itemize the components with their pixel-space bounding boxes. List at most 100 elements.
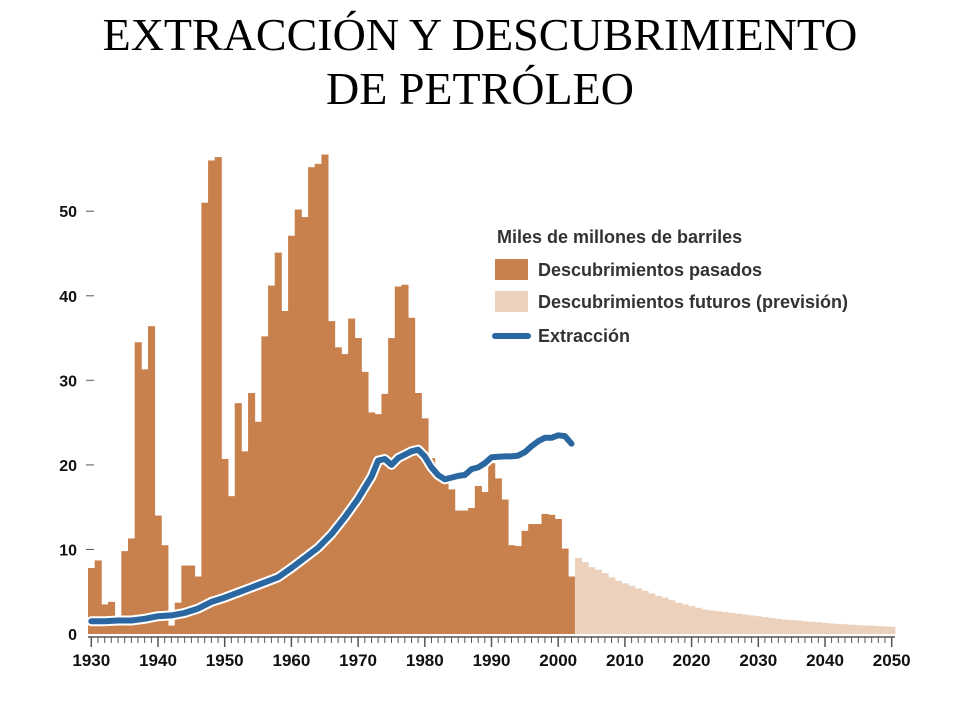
bar-past-1981 — [428, 458, 436, 634]
legend-label-extraction: Extracción — [538, 326, 630, 346]
bar-past-1984 — [448, 489, 456, 634]
bar-past-1950 — [221, 458, 229, 634]
bar-past-1979 — [414, 393, 422, 634]
bar-past-1996 — [528, 524, 536, 634]
bar-past-1955 — [254, 421, 262, 634]
bar-future-2019 — [681, 604, 689, 634]
bar-future-2026 — [728, 612, 736, 634]
y-tick-label-0: 0 — [68, 627, 77, 644]
bar-past-1998 — [541, 513, 549, 634]
bar-future-2050 — [888, 626, 896, 634]
bar-future-2018 — [674, 602, 682, 634]
page-title-line1: EXTRACCIÓN Y DESCUBRIMIENTO — [102, 9, 858, 60]
bar-past-1987 — [468, 508, 476, 634]
x-tick-label-1940: 1940 — [139, 651, 177, 670]
bar-future-2020 — [688, 606, 696, 634]
bar-past-1989 — [481, 491, 489, 634]
bar-past-1974 — [381, 393, 389, 634]
bar-future-2030 — [754, 616, 763, 634]
bar-past-1954 — [248, 393, 256, 634]
bar-future-2004 — [581, 562, 589, 634]
bar-future-2007 — [601, 573, 609, 634]
bar-past-1959 — [281, 310, 289, 634]
bar-past-1985 — [454, 510, 462, 634]
bar-future-2033 — [774, 618, 783, 634]
bar-past-1935 — [121, 551, 129, 634]
bar-future-2008 — [608, 577, 616, 634]
bar-past-1966 — [328, 321, 336, 634]
x-tick-label-1990: 1990 — [473, 651, 511, 670]
bar-future-2028 — [741, 614, 749, 634]
x-tick-label-1950: 1950 — [206, 651, 244, 670]
bar-future-2027 — [734, 613, 742, 634]
bar-past-1986 — [461, 510, 469, 634]
bar-past-1973 — [374, 414, 382, 634]
legend-swatch-future — [495, 291, 528, 312]
bar-future-2013 — [641, 590, 649, 634]
bar-future-2036 — [794, 620, 803, 634]
bar-past-1957 — [268, 285, 276, 634]
bar-future-2032 — [768, 617, 776, 634]
x-tick-label-1980: 1980 — [406, 651, 444, 670]
bar-future-2031 — [761, 617, 769, 634]
bar-future-2048 — [874, 625, 883, 634]
bar-past-1983 — [441, 480, 449, 634]
x-tick-label-2050: 2050 — [873, 651, 911, 670]
bar-past-1995 — [521, 530, 529, 634]
legend-label-future: Descubrimientos futuros (previsión) — [538, 292, 848, 312]
bar-future-2038 — [808, 621, 816, 634]
bar-past-1970 — [354, 338, 362, 634]
bar-future-2037 — [801, 621, 809, 634]
bar-future-2040 — [821, 623, 829, 634]
bar-future-2010 — [621, 583, 629, 634]
bars-future-discoveries — [574, 557, 896, 634]
legend-heading: Miles de millones de barriles — [497, 227, 742, 247]
bar-future-2035 — [788, 620, 796, 634]
bar-past-1988 — [474, 486, 482, 634]
extraction-line — [88, 432, 575, 625]
y-tick-label-50: 50 — [59, 204, 77, 221]
bar-past-1962 — [301, 217, 309, 635]
bar-past-1941 — [161, 545, 169, 634]
bar-past-1963 — [308, 167, 316, 634]
x-tick-label-1930: 1930 — [72, 651, 110, 670]
y-tick-label-10: 10 — [59, 542, 77, 559]
legend: Miles de millones de barriles Descubrimi… — [492, 227, 848, 346]
legend-label-past: Descubrimientos pasados — [538, 260, 762, 280]
bar-past-1978 — [408, 317, 416, 634]
extraction-line-layer — [86, 430, 577, 627]
x-tick-label-2030: 2030 — [739, 651, 777, 670]
x-axis: 1930 1940 1950 1960 1970 1980 1990 2000 2010 2020… — [72, 636, 911, 670]
bar-future-2025 — [721, 612, 729, 634]
bar-past-1930 — [88, 568, 96, 634]
bar-past-1952 — [234, 403, 242, 634]
bar-future-2029 — [748, 615, 756, 634]
bar-future-2003 — [574, 557, 582, 634]
bar-past-1990 — [488, 463, 496, 634]
bar-future-2039 — [814, 622, 823, 634]
bar-past-1945 — [188, 565, 196, 634]
x-tick-label-2020: 2020 — [673, 651, 711, 670]
bar-past-1937 — [134, 342, 142, 634]
bar-past-1999 — [548, 514, 556, 634]
bar-past-1938 — [141, 369, 149, 634]
bar-past-1949 — [214, 157, 222, 634]
bar-future-2046 — [861, 625, 869, 634]
bar-past-1980 — [421, 418, 429, 634]
page-title: EXTRACCIÓN Y DESCUBRIMIENTO DE PETRÓLEO — [0, 8, 960, 116]
bar-past-1953 — [241, 451, 249, 634]
x-tick-label-1970: 1970 — [339, 651, 377, 670]
bar-past-1994 — [514, 546, 522, 634]
bar-past-2002 — [568, 576, 576, 634]
bar-future-2023 — [708, 610, 716, 634]
bar-future-2017 — [668, 600, 676, 634]
bar-past-1947 — [201, 202, 209, 635]
bar-past-2000 — [554, 519, 562, 634]
bar-future-2045 — [854, 625, 863, 634]
bar-future-2034 — [781, 619, 789, 634]
bar-past-1967 — [334, 347, 342, 634]
bar-past-1958 — [274, 252, 282, 634]
bar-past-1948 — [208, 160, 216, 634]
bar-past-1997 — [534, 524, 542, 634]
bar-past-1975 — [388, 338, 396, 634]
